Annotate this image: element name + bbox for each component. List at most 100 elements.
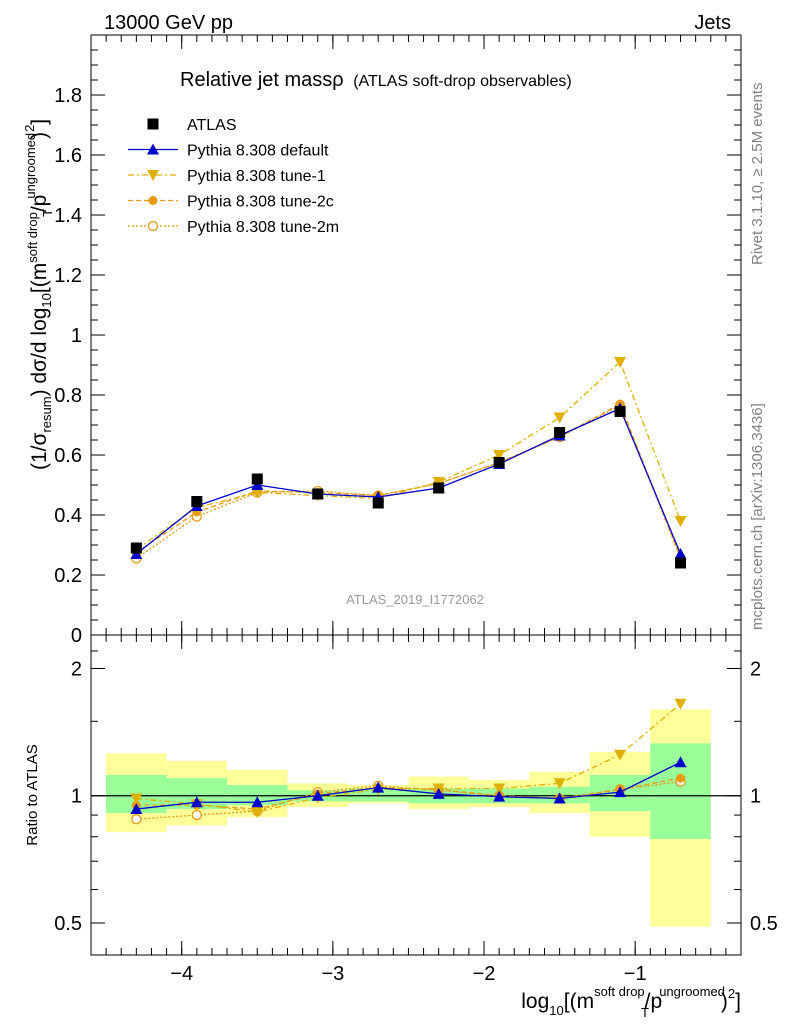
ratio-series-point-tune1 xyxy=(251,807,264,819)
ratio-series-point-tune1 xyxy=(553,778,566,790)
ratio-x-tick-label: −2 xyxy=(473,963,496,985)
ratio-series-point-tune2m xyxy=(131,814,142,825)
ratio-series-point-tune2c xyxy=(676,773,686,783)
main-series-line-tune2c xyxy=(135,403,682,558)
main-plot-marks xyxy=(130,357,687,569)
ratio-series-point-default xyxy=(311,789,324,801)
legend-item-tune2m: Pythia 8.308 tune-2m xyxy=(128,219,339,236)
ratio-y-tick-label: 2 xyxy=(71,658,82,680)
ratio-series-point-tune2m xyxy=(191,809,202,821)
ratio-series-point-default xyxy=(130,803,143,815)
main-y-tick-label: 1.2 xyxy=(54,265,82,287)
ratio-x-tick-label: −1 xyxy=(624,963,647,985)
legend-label-default: Pythia 8.308 default xyxy=(187,143,329,160)
ratio-y-tick-label: 1 xyxy=(71,786,82,808)
main-series-point-tune1 xyxy=(493,450,506,461)
ratio-series-point-tune1 xyxy=(130,793,143,805)
main-series-point-default xyxy=(674,548,687,559)
main-series-point-data xyxy=(372,497,384,509)
main-series-point-data xyxy=(312,488,324,500)
ratio-series-point-tune1 xyxy=(493,783,506,795)
ratio-y-tick-label-right: 1 xyxy=(750,786,761,808)
legend-label-tune1: Pythia 8.308 tune-1 xyxy=(187,168,326,185)
main-y-tick-label: 0.8 xyxy=(54,385,82,407)
ratio-series-point-default xyxy=(251,796,264,808)
main-series-tune1 xyxy=(130,357,687,556)
main-plot-title: Relative jet massρ (ATLAS soft-drop obse… xyxy=(180,69,572,91)
ratio-series-point-default xyxy=(372,781,385,793)
main-y-tick-label: 1 xyxy=(71,325,82,347)
main-y-tick-label: 0.2 xyxy=(54,565,82,587)
ratio-x-tick-label: −4 xyxy=(170,963,193,985)
main-plot-title-sub: (ATLAS soft-drop observables) xyxy=(353,73,571,90)
watermark-label: ATLAS_2019_I1772062 xyxy=(346,592,484,607)
main-series-line-tune1 xyxy=(135,360,682,551)
main-series-point-data xyxy=(614,406,626,417)
main-y-tick-label: 0 xyxy=(71,625,82,647)
ratio-series-point-tune1 xyxy=(674,698,687,710)
ratio-series-point-default xyxy=(553,792,566,804)
main-series-point-data xyxy=(433,482,445,494)
ratio-series-line-tune1 xyxy=(136,703,681,813)
legend-item-tune2c: Pythia 8.308 tune-2c xyxy=(128,194,334,211)
header-jets-label: Jets xyxy=(694,12,731,34)
legend: ATLAS Pythia 8.308 default Pythia 8.308 tu… xyxy=(128,117,339,236)
legend-marker-default xyxy=(147,143,159,155)
main-series-data xyxy=(130,406,687,569)
main-series-point-data xyxy=(191,496,203,507)
ratio-plot-axes: 0.5 0.5 1 1 2 2 −4 −3 −2 −1 xyxy=(54,635,778,985)
ratio-plot-y-axis-label: Ratio to ATLAS xyxy=(24,744,41,845)
legend-label-tune2m: Pythia 8.308 tune-2m xyxy=(187,219,339,236)
ratio-series-point-default xyxy=(614,786,627,798)
legend-marker-tune2m xyxy=(147,220,159,232)
main-plot-y-axis-label: (1/σresum) dσ/d log10[(msoft drop/pungro… xyxy=(22,119,55,470)
main-y-tick-label: 1.4 xyxy=(54,205,82,227)
legend-item-default: Pythia 8.308 default xyxy=(128,143,329,160)
legend-item-tune1: Pythia 8.308 tune-1 xyxy=(128,168,326,185)
legend-marker-data xyxy=(147,118,159,130)
main-series-point-tune1 xyxy=(674,516,687,527)
main-series-default xyxy=(130,402,687,559)
mcplots-reference-label: mcplots.cern.ch [arXiv:1306.3436] xyxy=(749,403,766,630)
main-plot-axes: 0 0.2 0.4 0.6 0.8 1 1.2 1.4 1.6 1.8 xyxy=(54,35,741,647)
ratio-series-default xyxy=(130,756,687,815)
main-series-point-data xyxy=(251,473,263,485)
ratio-y-tick-label-right: 2 xyxy=(750,658,761,680)
ratio-series-point-default xyxy=(190,796,203,808)
main-series-tune2m xyxy=(131,400,686,564)
ratio-plot-panel: 0.5 0.5 1 1 2 2 −4 −3 −2 −1 Ratio to ATLAS log10[… xyxy=(24,634,778,1020)
main-y-tick-label: 0.6 xyxy=(54,445,82,467)
main-series-point-data xyxy=(554,427,566,438)
ratio-series-point-default xyxy=(493,790,506,802)
main-series-tune2c xyxy=(131,399,686,562)
main-series-point-data xyxy=(493,457,505,468)
main-series-point-data xyxy=(675,557,687,569)
header-energy-label: 13000 GeV pp xyxy=(104,12,233,34)
main-plot-title-main: Relative jet massρ xyxy=(180,69,344,91)
main-y-tick-label: 0.4 xyxy=(54,505,82,527)
main-y-tick-label: 1.6 xyxy=(54,145,82,167)
legend-label-data: ATLAS xyxy=(187,117,237,134)
rivet-version-label: Rivet 3.1.10, ≥ 2.5M events xyxy=(749,83,766,266)
ratio-series-point-default xyxy=(432,787,445,799)
legend-marker-tune1 xyxy=(147,170,159,181)
main-series-point-data xyxy=(130,542,142,554)
legend-item-data: ATLAS xyxy=(147,117,237,134)
legend-label-tune2c: Pythia 8.308 tune-2c xyxy=(187,194,334,211)
ratio-plot-marks xyxy=(91,698,741,927)
main-series-point-tune1 xyxy=(251,487,264,499)
main-y-tick-label: 1.8 xyxy=(54,85,82,107)
ratio-x-tick-label: −3 xyxy=(321,963,344,985)
ratio-series-point-default xyxy=(674,756,687,768)
ratio-plot-frame xyxy=(90,634,742,956)
main-series-line-tune2m xyxy=(135,404,682,560)
ratio-series-point-tune1 xyxy=(614,749,627,761)
ratio-series-line-default xyxy=(136,761,681,810)
ratio-y-tick-label-right: 0.5 xyxy=(750,913,778,935)
main-plot-panel: 0 0.2 0.4 0.6 0.8 1 1.2 1.4 1.6 1.8 Relative jet … xyxy=(22,34,742,647)
legend-marker-tune2c xyxy=(148,196,158,205)
ratio-plot-x-axis-label: log10[(msoft drop/pungroomed T)2] xyxy=(521,984,741,1020)
ratio-y-tick-label: 0.5 xyxy=(54,913,82,935)
main-series-point-tune1 xyxy=(553,412,566,424)
